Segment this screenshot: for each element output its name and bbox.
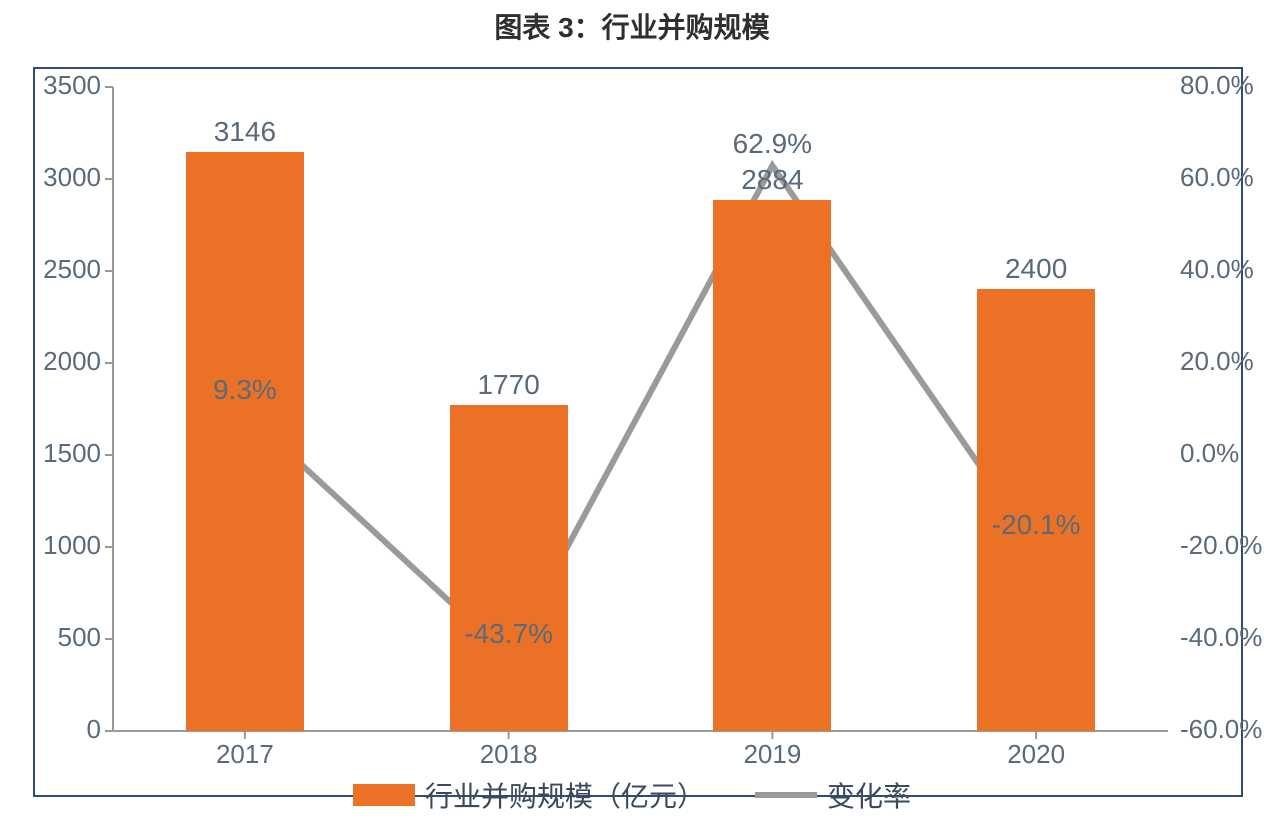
y-left-tick: 0 [87, 714, 101, 745]
y-right-tick: -60.0% [1180, 714, 1262, 745]
y-right-tick: 20.0% [1180, 346, 1254, 377]
bar-value-label: 2884 [741, 164, 803, 196]
bar [450, 405, 568, 731]
chart-title: 图表 3：行业并购规模 [0, 6, 1264, 46]
x-tick: 2019 [743, 739, 801, 770]
legend-bar-swatch [353, 784, 415, 806]
x-tick: 2017 [216, 739, 274, 770]
y-right-tick: 40.0% [1180, 254, 1254, 285]
y-left-tick: 1000 [43, 530, 101, 561]
legend-line-label: 变化率 [827, 775, 911, 815]
y-right-tick: 0.0% [1180, 438, 1239, 469]
legend-line-swatch [755, 792, 817, 798]
legend: 行业并购规模（亿元） 变化率 [353, 775, 911, 815]
legend-bar-label: 行业并购规模（亿元） [425, 775, 705, 815]
y-left-tick: 2000 [43, 346, 101, 377]
y-left-tick: 3500 [43, 70, 101, 101]
bar-value-label: 3146 [214, 116, 276, 148]
line-value-label: 62.9% [733, 128, 812, 160]
bar [713, 200, 831, 731]
line-value-label: -43.7% [464, 618, 553, 650]
bar-value-label: 2400 [1005, 253, 1067, 285]
y-left-tick: 3000 [43, 162, 101, 193]
y-right-tick: 80.0% [1180, 70, 1254, 101]
y-left-tick: 2500 [43, 254, 101, 285]
y-right-tick: 60.0% [1180, 162, 1254, 193]
bar [186, 152, 304, 731]
y-left-tick: 1500 [43, 438, 101, 469]
x-tick: 2018 [480, 739, 538, 770]
y-right-tick: -40.0% [1180, 622, 1262, 653]
bar-value-label: 1770 [477, 369, 539, 401]
x-tick: 2020 [1007, 739, 1065, 770]
line-value-label: -20.1% [992, 509, 1081, 541]
line-value-label: 9.3% [213, 374, 277, 406]
y-left-tick: 500 [58, 622, 101, 653]
y-right-tick: -20.0% [1180, 530, 1262, 561]
